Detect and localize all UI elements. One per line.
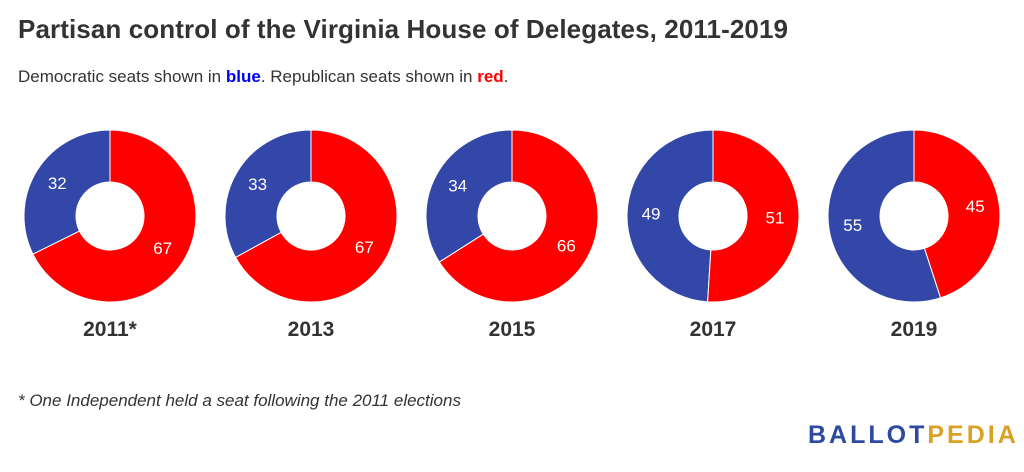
- subtitle-blue-word: blue: [225, 67, 261, 86]
- data-label-republican-1: 67: [355, 238, 374, 257]
- slice-democratic-3: [626, 129, 714, 303]
- data-label-democratic-2: 34: [448, 177, 467, 196]
- slice-republican-3: [707, 129, 800, 303]
- subtitle-middle: . Republican seats shown in: [260, 67, 478, 86]
- data-label-democratic-0: 32: [48, 174, 67, 193]
- slice-republican-2: [438, 129, 599, 303]
- subtitle-red-word: red: [477, 67, 504, 86]
- footnote: * One Independent held a seat following …: [18, 391, 461, 410]
- slice-republican-0: [32, 129, 197, 303]
- chart-label-3: 2017: [690, 318, 737, 341]
- logo-part-pedia: PEDIA: [927, 421, 1019, 449]
- data-label-democratic-1: 33: [248, 175, 267, 194]
- chart-label-4: 2019: [891, 318, 938, 341]
- ballotpedia-logo: BALLOTPEDIA: [808, 421, 1019, 450]
- chart-subtitle: Democratic seats shown in blue. Republic…: [18, 67, 508, 87]
- chart-label-1: 2013: [288, 318, 335, 341]
- slice-democratic-2: [425, 129, 513, 263]
- data-label-republican-4: 45: [966, 197, 985, 216]
- slice-democratic-0: [23, 129, 111, 255]
- chart-title: Partisan control of the Virginia House o…: [18, 14, 789, 44]
- slice-democratic-4: [827, 129, 942, 303]
- chart-label-2: 2015: [489, 318, 536, 341]
- data-label-republican-3: 51: [766, 208, 785, 227]
- slice-republican-1: [234, 129, 398, 303]
- data-label-republican-0: 67: [153, 239, 172, 258]
- subtitle-suffix: .: [503, 67, 509, 86]
- data-label-republican-2: 66: [557, 236, 576, 255]
- subtitle-prefix: Democratic seats shown in: [18, 67, 226, 86]
- slice-republican-4: [913, 129, 1001, 299]
- chart-label-0: 2011*: [83, 318, 138, 341]
- slice-democratic-1: [224, 129, 312, 259]
- logo-part-ballot: BALLOT: [808, 421, 928, 449]
- data-label-democratic-4: 55: [843, 216, 862, 235]
- data-label-democratic-3: 49: [642, 205, 661, 224]
